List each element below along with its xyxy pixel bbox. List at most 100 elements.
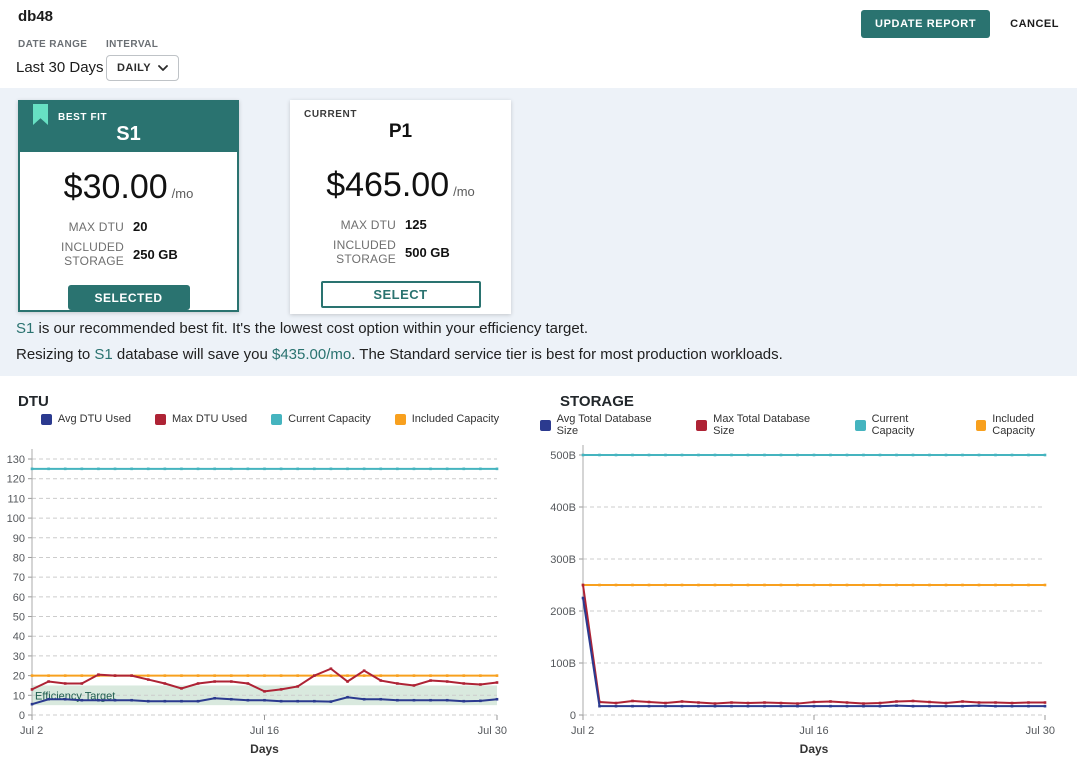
svg-text:Days: Days <box>800 742 829 756</box>
legend-item: Max DTU Used <box>154 413 248 425</box>
specs: MAX DTU 20 INCLUDED STORAGE 250 GB <box>20 219 237 268</box>
svg-text:80: 80 <box>13 552 25 564</box>
svg-text:130: 130 <box>7 454 25 466</box>
pricing-section: BEST FIT S1 $30.00 /mo MAX DTU 20 INCLUD… <box>0 88 1077 376</box>
svg-text:10: 10 <box>13 690 25 702</box>
legend-swatch <box>40 413 52 425</box>
current-card-body: $465.00 /mo MAX DTU 125 INCLUDED STORAGE… <box>290 166 511 308</box>
legend-label: Current Capacity <box>871 413 915 437</box>
plain-text: database will save you <box>112 346 272 363</box>
svg-text:Jul 30: Jul 30 <box>1026 725 1055 737</box>
price-row: $465.00 /mo <box>290 166 511 204</box>
legend-swatch <box>540 419 551 431</box>
recommendation-line-2: Resizing to S1 database will save you $4… <box>16 342 783 368</box>
header: db48 DATE RANGE INTERVAL Last 30 Days DA… <box>0 0 1077 88</box>
legend-item: Included Capacity <box>394 413 500 425</box>
svg-text:Jul 16: Jul 16 <box>250 725 279 737</box>
svg-text:Jul 2: Jul 2 <box>571 725 594 737</box>
charts-section: DTU Avg DTU Used Max DTU Used Current Capa… <box>0 388 1077 762</box>
chart-legend: Avg Total Database Size Max Total Databas… <box>540 413 1077 437</box>
svg-text:60: 60 <box>13 592 25 604</box>
price-unit: /mo <box>453 184 475 199</box>
chart-title: DTU <box>18 393 49 410</box>
best-fit-card-header: BEST FIT S1 <box>20 102 237 152</box>
included-storage-value: 500 GB <box>405 244 450 260</box>
price-unit: /mo <box>171 186 194 201</box>
current-card: CURRENT P1 $465.00 /mo MAX DTU 125 INCLU… <box>290 100 511 314</box>
interval-select[interactable]: DAILY <box>106 55 179 81</box>
accent-text: $435.00/mo <box>272 346 352 363</box>
max-dtu-value: 20 <box>133 219 148 234</box>
tier-name: S1 <box>116 123 141 145</box>
chart-title: STORAGE <box>560 393 634 410</box>
legend-item: Avg Total Database Size <box>540 413 672 437</box>
selected-button[interactable]: SELECTED <box>67 285 190 310</box>
plain-text: . The Standard service tier is best for … <box>351 346 783 363</box>
price: $465.00 <box>326 166 450 204</box>
legend-item: Max Total Database Size <box>696 413 830 437</box>
svg-text:120: 120 <box>7 474 25 486</box>
included-storage-label: INCLUDED STORAGE <box>333 238 396 266</box>
chart-legend: Avg DTU Used Max DTU Used Current Capacity… <box>0 413 540 425</box>
date-range-value[interactable]: Last 30 Days <box>16 59 104 76</box>
svg-text:0: 0 <box>570 710 576 722</box>
svg-text:100: 100 <box>7 513 25 525</box>
svg-text:Jul 2: Jul 2 <box>20 725 43 737</box>
legend-item: Current Capacity <box>854 413 952 437</box>
recommendation-line-1: S1 is our recommended best fit. It's the… <box>16 316 783 342</box>
legend-label: Max DTU Used <box>171 413 248 425</box>
select-button[interactable]: SELECT <box>320 281 481 308</box>
date-range-label: DATE RANGE <box>18 39 88 50</box>
best-fit-badge: BEST FIT <box>58 112 108 123</box>
svg-text:Jul 16: Jul 16 <box>799 725 828 737</box>
page-title: db48 <box>18 8 54 25</box>
chevron-down-icon <box>158 65 168 71</box>
svg-text:40: 40 <box>13 631 25 643</box>
legend-swatch <box>154 413 166 425</box>
legend-label: Current Capacity <box>288 413 371 425</box>
svg-text:70: 70 <box>13 572 25 584</box>
current-card-header: CURRENT P1 <box>290 100 511 150</box>
price-row: $30.00 /mo <box>20 168 237 206</box>
specs: MAX DTU 125 INCLUDED STORAGE 500 GB <box>290 217 511 266</box>
svg-text:30: 30 <box>13 651 25 663</box>
svg-text:400B: 400B <box>550 502 576 514</box>
bookmark-icon <box>33 104 48 125</box>
svg-text:110: 110 <box>7 493 25 505</box>
max-dtu-value: 125 <box>405 217 427 232</box>
svg-text:20: 20 <box>13 671 25 683</box>
recommendation-text: S1 is our recommended best fit. It's the… <box>16 316 783 368</box>
best-fit-card-body: $30.00 /mo MAX DTU 20 INCLUDED STORAGE 2… <box>20 168 237 310</box>
legend-swatch <box>696 419 708 431</box>
dtu-chart-plot: 0102030405060708090100110120130Efficienc… <box>7 449 507 756</box>
storage-chart: STORAGE Avg Total Database Size Max Total… <box>540 388 1077 762</box>
legend-swatch <box>854 419 866 431</box>
plain-text: is our recommended best fit. It's the lo… <box>34 320 589 337</box>
svg-text:50: 50 <box>13 612 25 624</box>
header-actions: UPDATE REPORT CANCEL <box>861 10 1063 38</box>
storage-chart-plot: 0 100B 200B 300B 400B 500B Jul 2 Jul 16 Jul 30 Da… <box>550 445 1055 756</box>
svg-text:Days: Days <box>250 742 279 756</box>
legend-label: Included Capacity <box>411 413 500 425</box>
price: $30.00 <box>63 168 168 206</box>
legend-swatch <box>394 413 406 425</box>
legend-item: Included Capacity <box>975 413 1077 437</box>
svg-text:500B: 500B <box>550 450 576 462</box>
interval-label: INTERVAL <box>106 39 159 50</box>
legend-label: Avg DTU Used <box>57 413 131 425</box>
svg-text:100B: 100B <box>550 658 576 670</box>
dtu-chart: DTU Avg DTU Used Max DTU Used Current Capa… <box>0 388 540 762</box>
legend-swatch <box>975 419 987 431</box>
legend-item: Current Capacity <box>271 413 371 425</box>
legend-label: Avg Total Database Size <box>556 413 652 437</box>
update-report-button[interactable]: UPDATE REPORT <box>861 10 991 38</box>
accent-text: S1 <box>94 346 113 363</box>
svg-text:200B: 200B <box>550 606 576 618</box>
included-storage-label: INCLUDED STORAGE <box>61 240 124 268</box>
cancel-button[interactable]: CANCEL <box>1006 12 1063 36</box>
legend-label: Included Capacity <box>992 413 1036 437</box>
max-dtu-label: MAX DTU <box>68 219 124 234</box>
svg-text:Jul 30: Jul 30 <box>478 725 507 737</box>
plain-text: Resizing to <box>16 346 95 363</box>
